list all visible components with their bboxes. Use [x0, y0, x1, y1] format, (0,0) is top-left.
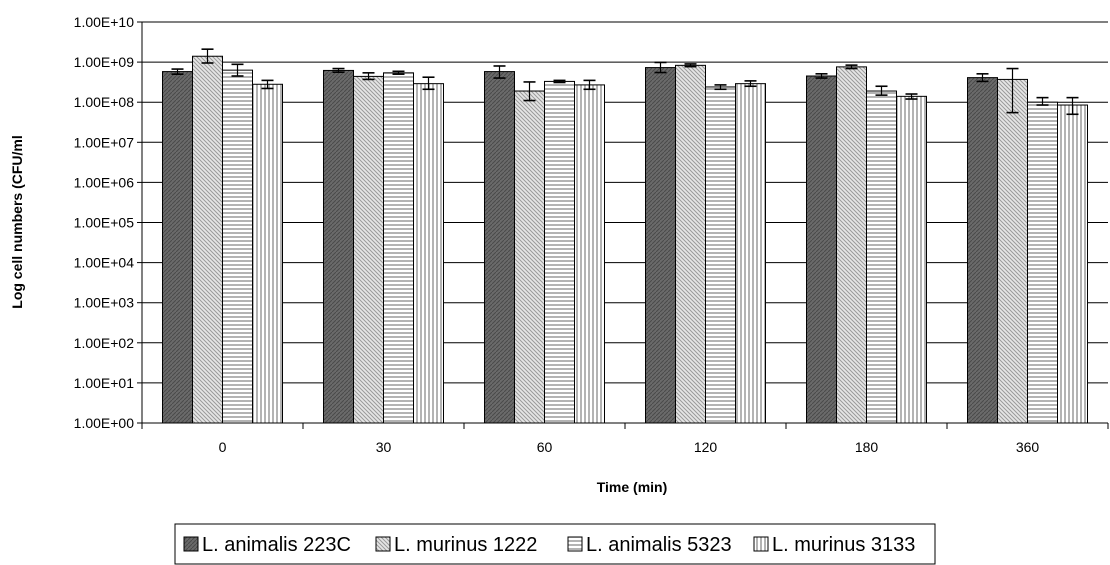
legend-label: L. murinus 1222	[394, 534, 537, 556]
y-tick-label: 1.00E+05	[74, 215, 135, 231]
x-tick-labels: 0 30 60 120 180 360	[219, 439, 1040, 455]
bar	[735, 83, 766, 424]
bar	[967, 77, 998, 424]
legend-box	[174, 523, 936, 565]
legend-swatch	[375, 536, 391, 552]
bar	[896, 95, 927, 424]
bar	[413, 83, 444, 424]
y-tick-label: 1.00E+08	[74, 94, 135, 110]
bar	[252, 83, 283, 424]
legend-swatch	[183, 536, 199, 552]
bar	[866, 90, 897, 424]
bar	[1027, 101, 1058, 424]
legend-label: L. murinus 3133	[772, 534, 915, 556]
y-tick-labels: 1.00E+00 1.00E+01 1.00E+02 1.00E+03 1.00E+04…	[74, 14, 135, 431]
y-axis-title: Log cell numbers (CFU/ml	[9, 135, 25, 308]
x-axis-title: Time (min)	[597, 479, 668, 495]
bar	[383, 72, 414, 424]
bar	[705, 86, 736, 424]
axes	[137, 21, 1109, 429]
x-tick-label: 30	[376, 439, 392, 455]
bar	[1057, 104, 1088, 424]
x-tick-label: 180	[855, 439, 879, 455]
bar	[645, 67, 676, 424]
bar	[836, 66, 867, 424]
legend-swatch	[753, 536, 769, 552]
bar	[192, 55, 223, 424]
legend-label: L. animalis 223C	[202, 534, 351, 556]
x-tick-label: 0	[219, 439, 227, 455]
y-tick-label: 1.00E+03	[74, 295, 135, 311]
x-tick-label: 60	[537, 439, 553, 455]
bar	[675, 64, 706, 424]
bar	[353, 75, 384, 424]
bar	[806, 75, 837, 424]
legend: L. animalis 223C L. murinus 1222 L. animal…	[174, 523, 936, 565]
x-tick-label: 360	[1016, 439, 1040, 455]
y-tick-label: 1.00E+04	[74, 255, 135, 271]
bar	[323, 69, 354, 424]
bars	[162, 55, 1088, 424]
bar	[997, 78, 1028, 424]
bar	[484, 71, 515, 424]
bar	[162, 71, 193, 424]
x-tick-label: 120	[694, 439, 718, 455]
bar	[222, 69, 253, 424]
y-tick-label: 1.00E+07	[74, 134, 135, 150]
bar	[514, 90, 545, 424]
y-tick-label: 1.00E+00	[74, 415, 135, 431]
y-tick-label: 1.00E+10	[74, 14, 135, 30]
bar	[544, 80, 575, 424]
error-bars	[171, 48, 1079, 116]
y-tick-label: 1.00E+09	[74, 54, 135, 70]
legend-label: L. animalis 5323	[586, 534, 732, 556]
y-tick-label: 1.00E+02	[74, 335, 135, 351]
y-tick-label: 1.00E+06	[74, 174, 135, 190]
bar	[574, 84, 605, 424]
y-tick-label: 1.00E+01	[74, 375, 135, 391]
legend-swatch	[567, 536, 583, 552]
gridlines	[142, 21, 1108, 384]
